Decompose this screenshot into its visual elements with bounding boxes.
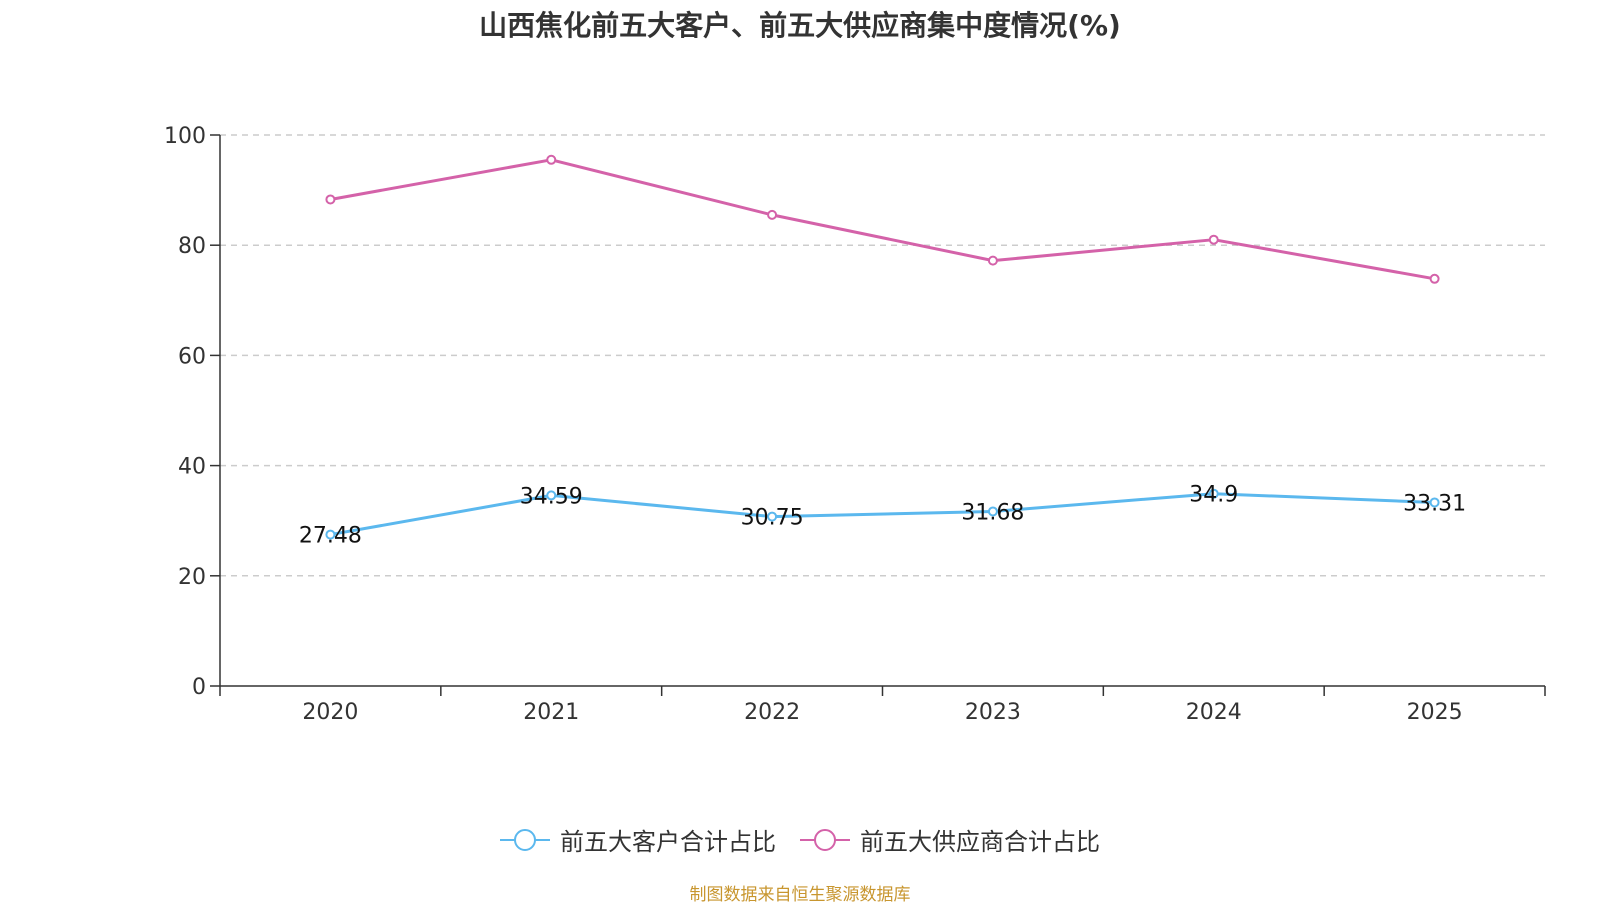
y-tick-label-40: 40 bbox=[178, 455, 206, 480]
x-tick-label-2023: 2023 bbox=[965, 700, 1021, 725]
data-point-0-2025 bbox=[1429, 497, 1440, 508]
data-label-0-2021: 34.59 bbox=[520, 484, 583, 509]
data-point-0-2024 bbox=[1208, 488, 1219, 499]
data-point-1-2022 bbox=[767, 209, 778, 220]
data-point-0-2020 bbox=[325, 529, 336, 540]
data-label-0-2022: 30.75 bbox=[741, 506, 804, 531]
data-point-1-2023 bbox=[987, 255, 998, 266]
x-tick-label-2020: 2020 bbox=[302, 700, 358, 725]
data-label-0-2020: 27.48 bbox=[299, 524, 362, 549]
legend-item-customers[interactable]: 前五大客户合计占比 bbox=[500, 822, 776, 857]
y-tick-label-0: 0 bbox=[192, 675, 206, 700]
data-point-0-2023 bbox=[987, 506, 998, 517]
data-labels: 27.48 34.59 30.75 31.68 34.9 33.31 bbox=[299, 483, 1466, 549]
x-tick-label-2022: 2022 bbox=[744, 700, 800, 725]
series-line-1 bbox=[330, 158, 1435, 281]
x-tick-label-2021: 2021 bbox=[523, 700, 579, 725]
data-label-0-2025: 33.31 bbox=[1403, 491, 1466, 516]
data-point-0-2021 bbox=[546, 490, 557, 501]
legend-marker-customers bbox=[500, 828, 550, 851]
data-point-1-2020 bbox=[325, 194, 336, 205]
data-point-1-2024 bbox=[1208, 234, 1219, 245]
grid-lines bbox=[220, 134, 1545, 577]
data-label-0-2024: 34.9 bbox=[1189, 483, 1238, 508]
data-point-1-2025 bbox=[1429, 273, 1440, 284]
y-tick-label-100: 100 bbox=[164, 124, 206, 149]
axes: 0 20 40 60 80 100 2020 2021 2022 2023 2024 2025 bbox=[164, 124, 1546, 725]
series-line-0 bbox=[330, 492, 1435, 537]
legend-item-suppliers[interactable]: 前五大供应商合计占比 bbox=[800, 822, 1100, 857]
x-tick-label-2024: 2024 bbox=[1186, 700, 1242, 725]
series bbox=[325, 154, 1440, 540]
y-tick-label-20: 20 bbox=[178, 565, 206, 590]
x-tick-label-2025: 2025 bbox=[1407, 700, 1463, 725]
legend-label-customers: 前五大客户合计占比 bbox=[560, 828, 776, 856]
data-point-1-2021 bbox=[546, 154, 557, 165]
legend-marker-suppliers bbox=[800, 828, 850, 851]
legend: 前五大客户合计占比 前五大供应商合计占比 bbox=[0, 822, 1600, 857]
line-chart: 0 20 40 60 80 100 2020 2021 2022 2023 2024 2025 27.… bbox=[164, 124, 1546, 725]
legend-label-suppliers: 前五大供应商合计占比 bbox=[860, 828, 1100, 856]
data-point-0-2022 bbox=[767, 511, 778, 522]
data-label-0-2023: 31.68 bbox=[961, 500, 1024, 525]
y-tick-label-80: 80 bbox=[178, 234, 206, 259]
source-note: 制图数据来自恒生聚源数据库 bbox=[689, 885, 911, 905]
chart-title: 山西焦化前五大客户、前五大供应商集中度情况(%) bbox=[479, 9, 1121, 42]
y-tick-label-60: 60 bbox=[178, 344, 206, 369]
